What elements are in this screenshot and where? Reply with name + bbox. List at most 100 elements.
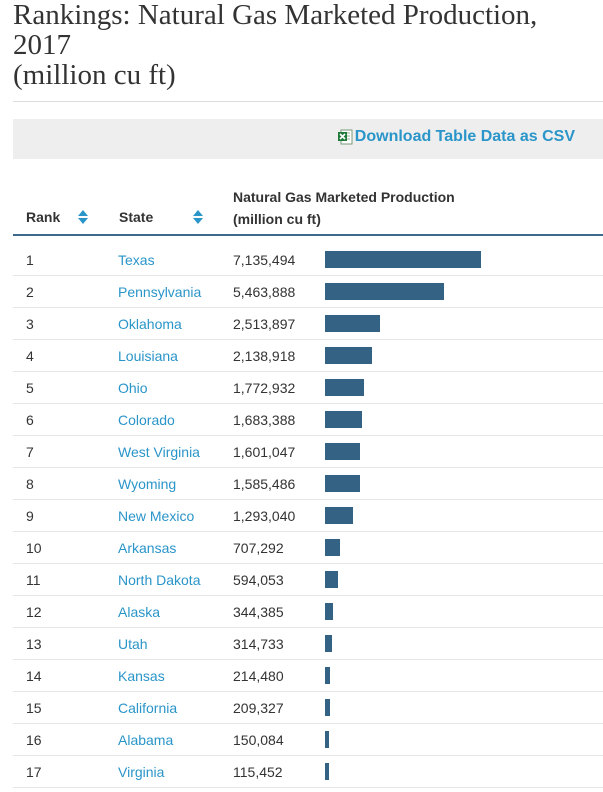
row-divider [13,499,603,500]
rank-cell: 8 [26,476,34,492]
production-value: 2,513,897 [233,316,296,332]
production-bar [325,347,372,364]
production-bar [325,763,329,780]
state-link[interactable]: California [118,700,178,716]
production-value: 209,327 [233,700,284,716]
column-header-production: Natural Gas Marketed Production (million… [233,186,455,230]
production-value: 707,292 [233,540,284,556]
production-bar [325,411,362,428]
rank-cell: 9 [26,508,34,524]
state-link[interactable]: Louisiana [118,348,178,364]
state-link[interactable]: Alaska [118,604,161,620]
state-link[interactable]: Texas [118,252,155,268]
state-link[interactable]: Virginia [118,764,165,780]
production-value: 214,480 [233,668,284,684]
production-value: 150,084 [233,732,284,748]
state-link[interactable]: Ohio [118,380,148,396]
rank-cell: 7 [26,444,34,460]
table-header: Rank State Natural Gas Marketed Producti… [13,180,603,235]
table-row: 16 Alabama 150,084 [13,724,603,756]
rank-cell: 2 [26,284,34,300]
rank-cell: 14 [26,668,42,684]
table-row: 15 California 209,327 [13,692,603,724]
title-line-1: Rankings: Natural Gas Marketed Productio… [13,0,538,31]
production-value: 1,683,388 [233,412,296,428]
production-value: 594,053 [233,572,284,588]
table-row: 12 Alaska 344,385 [13,596,603,628]
table-row: 7 West Virginia 1,601,047 [13,436,603,468]
production-value: 1,601,047 [233,444,296,460]
column-header-state[interactable]: State [119,209,154,225]
state-link[interactable]: Alabama [118,732,174,748]
production-value: 2,138,918 [233,348,296,364]
download-bar: Download Table Data as CSV [13,119,603,159]
row-divider [13,435,603,436]
production-bar [325,699,330,716]
row-divider [13,627,603,628]
table-row: 13 Utah 314,733 [13,628,603,660]
rank-cell: 15 [26,700,42,716]
production-bar [325,379,364,396]
row-divider [13,659,603,660]
state-link[interactable]: West Virginia [118,444,200,460]
header-divider [13,234,603,236]
production-bar [325,443,360,460]
state-link[interactable]: Kansas [118,668,165,684]
row-divider [13,755,603,756]
row-divider [13,787,603,788]
production-bar [325,731,329,748]
row-divider [13,691,603,692]
production-bar [325,251,481,268]
row-divider [13,275,603,276]
rank-cell: 4 [26,348,34,364]
row-divider [13,723,603,724]
production-header-line-2: (million cu ft) [233,211,321,227]
state-link[interactable]: New Mexico [118,508,195,524]
production-bar [325,315,380,332]
title-divider [13,101,603,102]
row-divider [13,339,603,340]
table-row: 10 Arkansas 707,292 [13,532,603,564]
table-row: 3 Oklahoma 2,513,897 [13,308,603,340]
table-row: 8 Wyoming 1,585,486 [13,468,603,500]
state-link[interactable]: Wyoming [118,476,177,492]
table-row: 5 Ohio 1,772,932 [13,372,603,404]
rank-cell: 6 [26,412,34,428]
state-link[interactable]: Utah [118,636,148,652]
production-bar [325,667,330,684]
production-bar [325,539,340,556]
production-bar [325,507,353,524]
row-divider [13,307,603,308]
rank-cell: 12 [26,604,42,620]
download-csv-link[interactable]: Download Table Data as CSV [337,128,575,146]
state-link[interactable]: Colorado [118,412,175,428]
rank-cell: 3 [26,316,34,332]
production-value: 1,585,486 [233,476,296,492]
excel-csv-icon [337,129,353,145]
rank-cell: 16 [26,732,42,748]
row-divider [13,595,603,596]
row-divider [13,531,603,532]
download-csv-label: Download Table Data as CSV [354,128,575,145]
row-divider [13,563,603,564]
column-header-rank[interactable]: Rank [26,209,61,225]
title-line-3: (million cu ft) [13,59,176,91]
state-link[interactable]: Oklahoma [118,316,182,332]
table-row: 1 Texas 7,135,494 [13,244,603,276]
production-bar [325,475,360,492]
state-link[interactable]: North Dakota [118,572,201,588]
table-row: 4 Louisiana 2,138,918 [13,340,603,372]
state-link[interactable]: Pennsylvania [118,284,202,300]
state-link[interactable]: Arkansas [118,540,177,556]
production-bar [325,603,333,620]
production-value: 1,293,040 [233,508,296,524]
sort-state-icon[interactable] [193,210,203,224]
production-value: 344,385 [233,604,284,620]
sort-rank-icon[interactable] [78,210,88,224]
table-row: 9 New Mexico 1,293,040 [13,500,603,532]
production-header-line-1: Natural Gas Marketed Production [233,189,455,205]
table-row: 17 Virginia 115,452 [13,756,603,788]
production-value: 7,135,494 [233,252,296,268]
page-title: Rankings: Natural Gas Marketed Productio… [13,0,603,90]
production-value: 314,733 [233,636,284,652]
